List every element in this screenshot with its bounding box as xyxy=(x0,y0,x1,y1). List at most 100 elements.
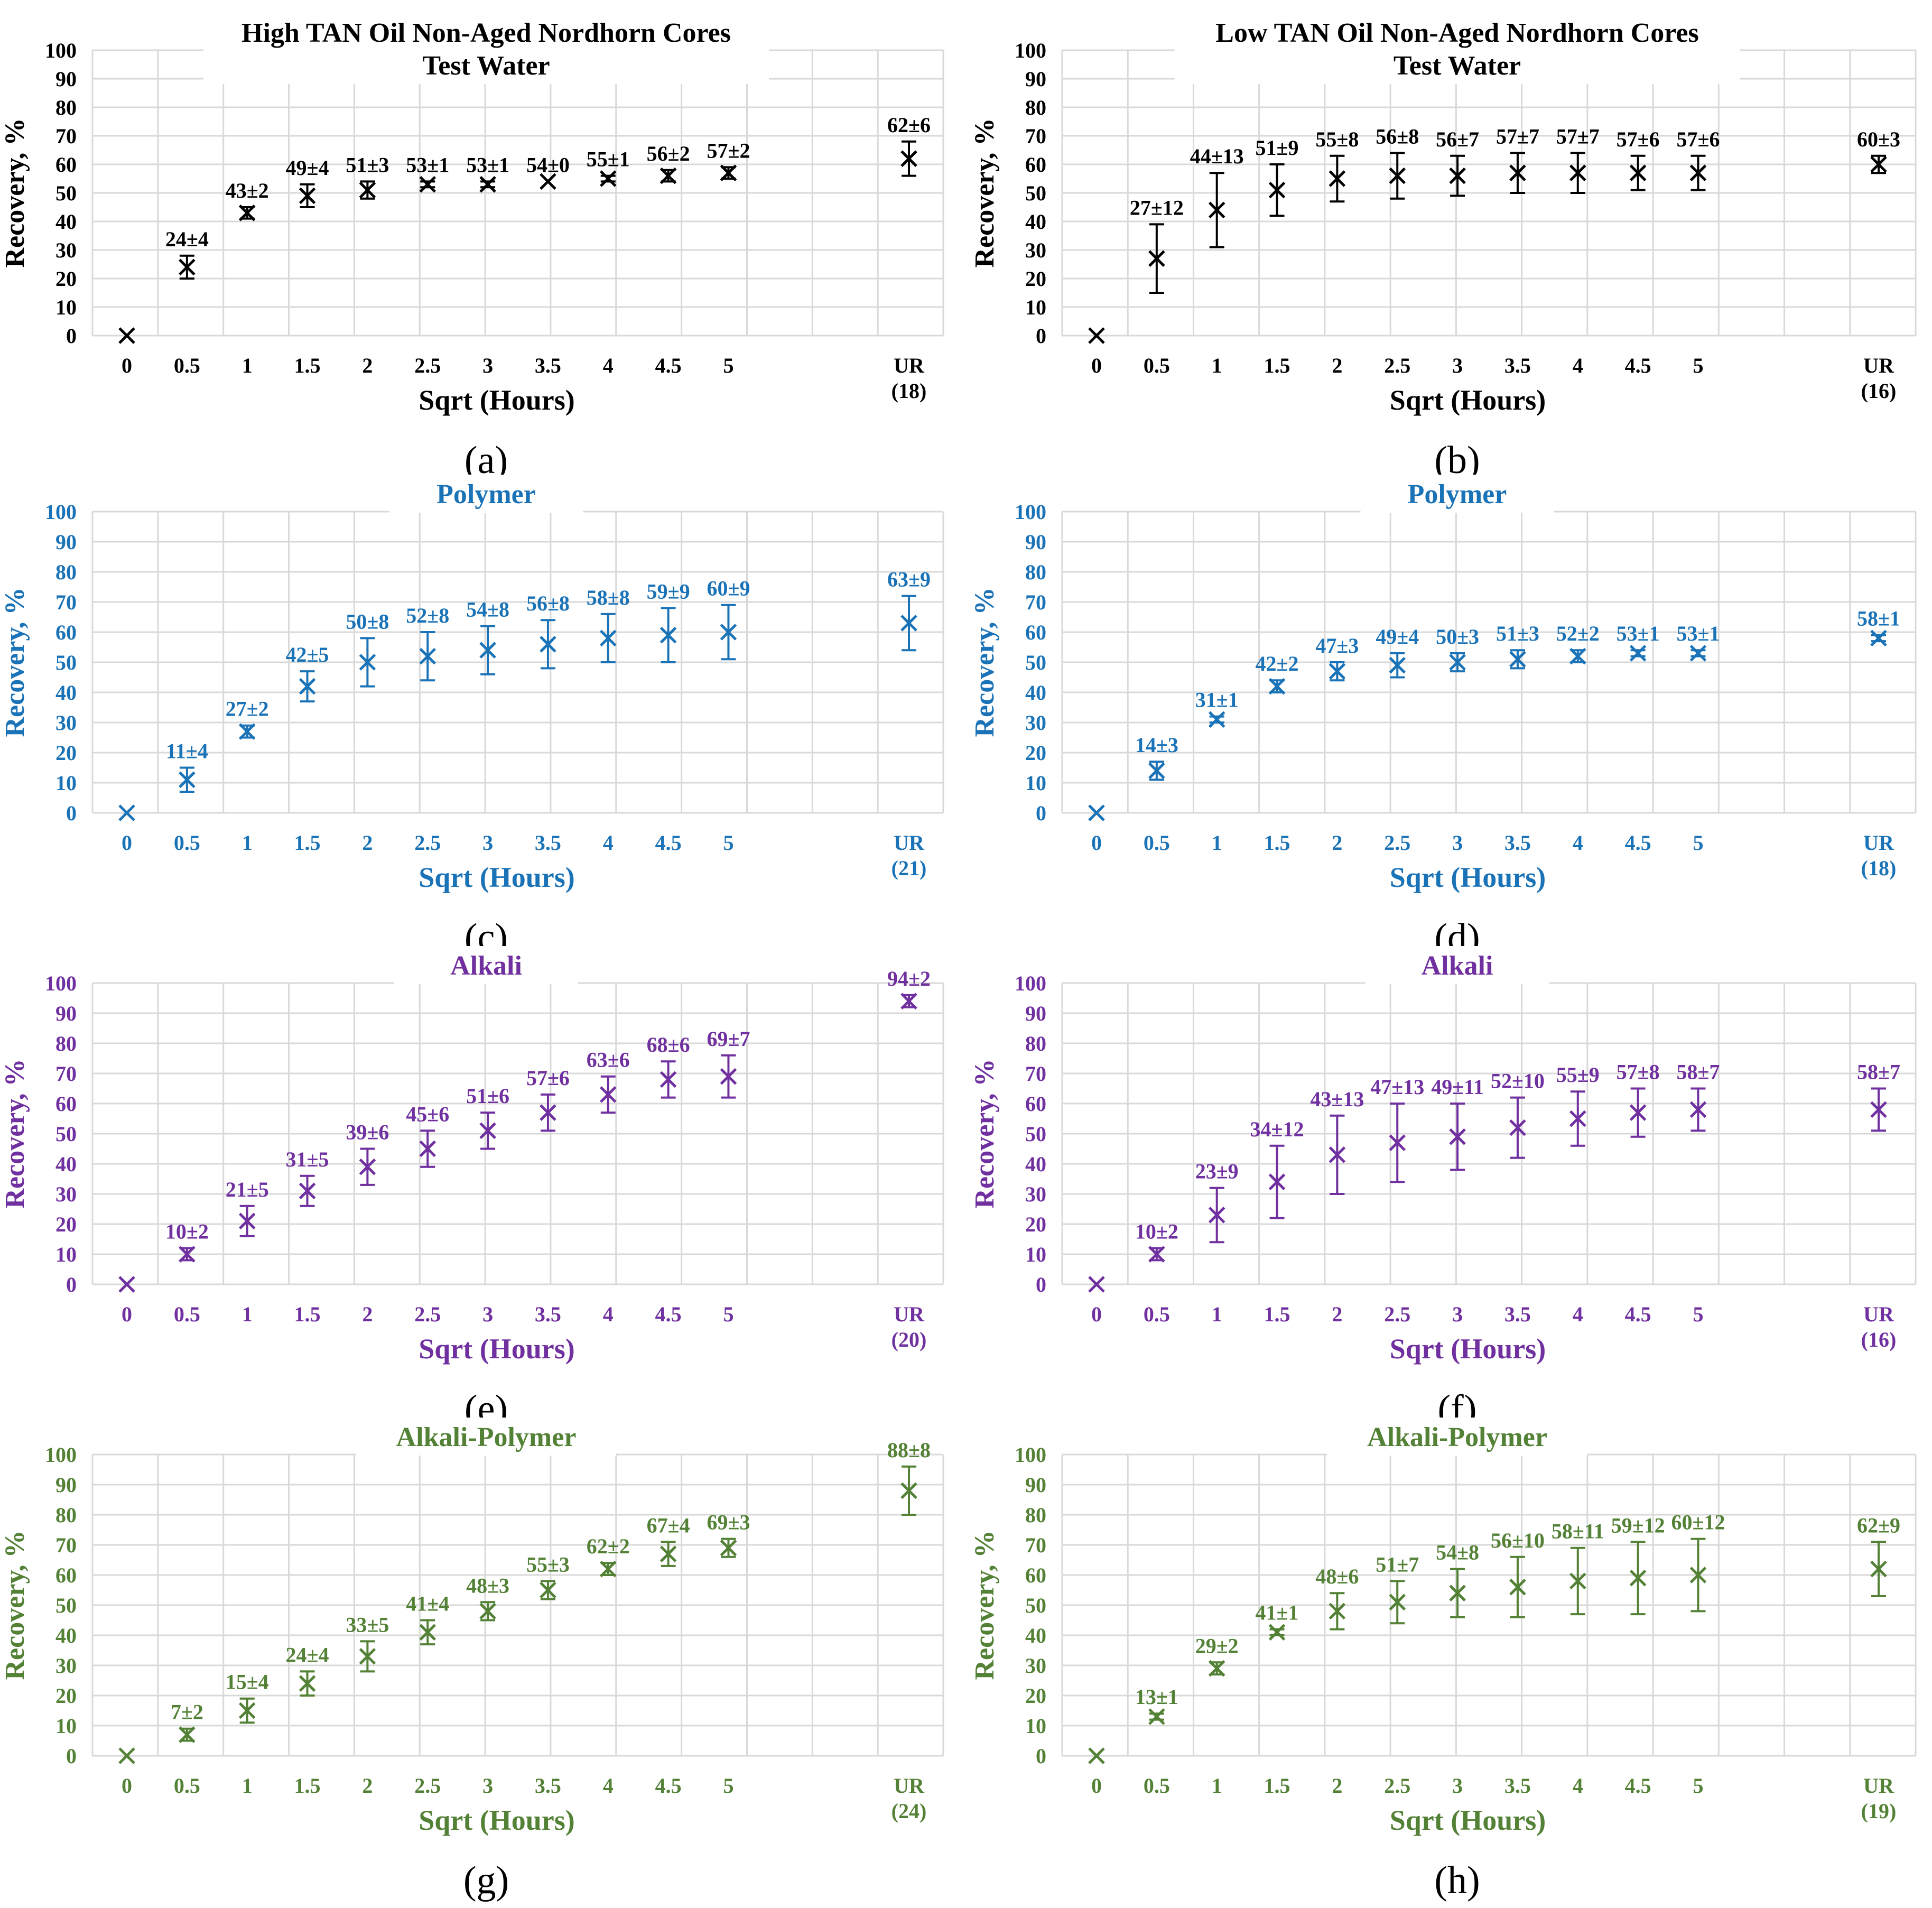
x-axis-label: Sqrt (Hours) xyxy=(1390,1804,1546,1836)
marker-x xyxy=(419,647,436,665)
data-point: 69±3 xyxy=(707,1511,750,1558)
x-tick-label: 4 xyxy=(1573,1302,1583,1326)
marker-x xyxy=(1509,164,1526,181)
marker-x xyxy=(600,1560,617,1578)
y-axis-label: Recovery, % xyxy=(0,1059,30,1208)
x-tick-label: 2 xyxy=(1332,831,1342,855)
data-label: 56±2 xyxy=(647,142,690,165)
data-label: 29±2 xyxy=(1195,1634,1239,1657)
data-label: 58±1 xyxy=(1857,607,1900,631)
data-label: 48±6 xyxy=(1315,1564,1359,1588)
chart-title: Alkali-Polymer xyxy=(1367,1422,1547,1452)
x-tick-label: 3.5 xyxy=(535,831,561,855)
marker-x xyxy=(238,205,256,221)
y-tick-label: 10 xyxy=(55,771,77,795)
x-tick-label: 3 xyxy=(482,831,493,855)
y-tick-label: 0 xyxy=(66,801,77,825)
marker-x xyxy=(1148,1708,1165,1725)
x-tick-label: 4 xyxy=(1573,354,1583,377)
x-axis-label: Sqrt (Hours) xyxy=(419,862,575,893)
marker-x xyxy=(660,1071,677,1088)
y-tick-label: 100 xyxy=(45,39,77,62)
x-tick-label: UR xyxy=(894,1302,925,1326)
y-tick-label: 30 xyxy=(55,1182,77,1206)
y-tick-label: 80 xyxy=(1025,1032,1046,1055)
data-point: 47±13 xyxy=(1370,1075,1424,1183)
y-tick-label: 60 xyxy=(55,1092,77,1116)
data-label: 63±9 xyxy=(887,568,931,591)
data-label: 53±1 xyxy=(406,153,449,177)
y-tick-label: 80 xyxy=(55,96,77,119)
data-point: 44±13 xyxy=(1190,144,1244,248)
x-tick-label: 2 xyxy=(1332,354,1342,377)
x-tick-label: 3 xyxy=(482,354,493,377)
marker-x xyxy=(1208,201,1225,219)
x-tick-label: 1 xyxy=(242,1774,253,1798)
marker-x xyxy=(1870,1101,1887,1118)
x-tick-label: 3 xyxy=(482,1774,493,1798)
data-point: 14±3 xyxy=(1135,733,1178,781)
chart-panel-b: Low TAN Oil Non-Aged Nordhorn CoresTest … xyxy=(970,13,1917,482)
data-label: 62±9 xyxy=(1857,1513,1900,1537)
y-tick-label: 30 xyxy=(1025,238,1046,262)
y-tick-label: 20 xyxy=(55,267,77,291)
data-point: 52±8 xyxy=(406,604,449,682)
x-tick-label: 4.5 xyxy=(1625,1774,1651,1798)
data-point: 48±6 xyxy=(1315,1564,1359,1631)
data-label: 33±5 xyxy=(346,1613,389,1636)
data-point: 58±11 xyxy=(1552,1520,1604,1616)
data-point xyxy=(1088,804,1105,821)
data-point: 56±8 xyxy=(1376,124,1419,200)
x-tick-label: 4.5 xyxy=(655,1302,682,1326)
y-tick-label: 30 xyxy=(1025,1654,1046,1678)
data-label: 56±7 xyxy=(1436,127,1479,151)
data-point: 68±6 xyxy=(647,1033,690,1099)
marker-x xyxy=(1329,1603,1346,1620)
y-tick-label: 90 xyxy=(55,530,77,554)
data-label: 67±4 xyxy=(647,1513,690,1537)
y-tick-label: 0 xyxy=(66,1744,77,1768)
data-label: 56±8 xyxy=(526,591,570,615)
data-label: 52±2 xyxy=(1556,622,1600,645)
y-tick-label: 10 xyxy=(1025,771,1046,795)
y-tick-label: 50 xyxy=(1025,651,1046,674)
x-tick-label: 0.5 xyxy=(174,354,200,377)
y-tick-label: 40 xyxy=(55,1152,77,1176)
data-point: 94±2 xyxy=(887,967,931,1009)
data-label: 7±2 xyxy=(171,1700,203,1724)
marker-x xyxy=(479,1122,496,1140)
x-tick-label: 4.5 xyxy=(1625,831,1651,855)
data-point: 59±12 xyxy=(1611,1513,1665,1616)
x-axis-label: Sqrt (Hours) xyxy=(1390,1333,1546,1365)
data-label: 21±5 xyxy=(226,1178,269,1201)
data-point: 67±4 xyxy=(647,1513,690,1567)
x-tick-label: 2.5 xyxy=(1384,1302,1410,1326)
y-tick-label: 70 xyxy=(1025,590,1046,614)
marker-x xyxy=(540,1104,556,1121)
x-tick-label: 5 xyxy=(1693,354,1703,377)
y-tick-label: 60 xyxy=(55,620,77,644)
x-tick-label: 0.5 xyxy=(174,831,200,855)
x-axis-label: Sqrt (Hours) xyxy=(419,1804,575,1836)
marker-x xyxy=(1268,181,1286,199)
marker-x xyxy=(1088,1747,1105,1764)
marker-x xyxy=(720,624,737,641)
marker-x xyxy=(1389,167,1406,184)
title-bg xyxy=(356,1418,616,1456)
marker-x xyxy=(359,1648,376,1665)
marker-x xyxy=(600,170,617,187)
data-label: 53±1 xyxy=(1676,622,1720,645)
data-point: 54±8 xyxy=(1436,1541,1479,1618)
data-label: 51±3 xyxy=(1496,622,1539,645)
data-point: 58±1 xyxy=(1857,607,1900,647)
marker-x xyxy=(1449,654,1466,671)
data-point: 50±8 xyxy=(346,609,389,688)
x-tick-label: 4 xyxy=(603,1774,614,1798)
data-point: 58±7 xyxy=(1676,1060,1720,1132)
x-tick-label: UR xyxy=(1863,831,1894,855)
marker-x xyxy=(1389,1594,1406,1611)
data-point: 24±4 xyxy=(165,227,209,280)
marker-x xyxy=(359,181,376,199)
